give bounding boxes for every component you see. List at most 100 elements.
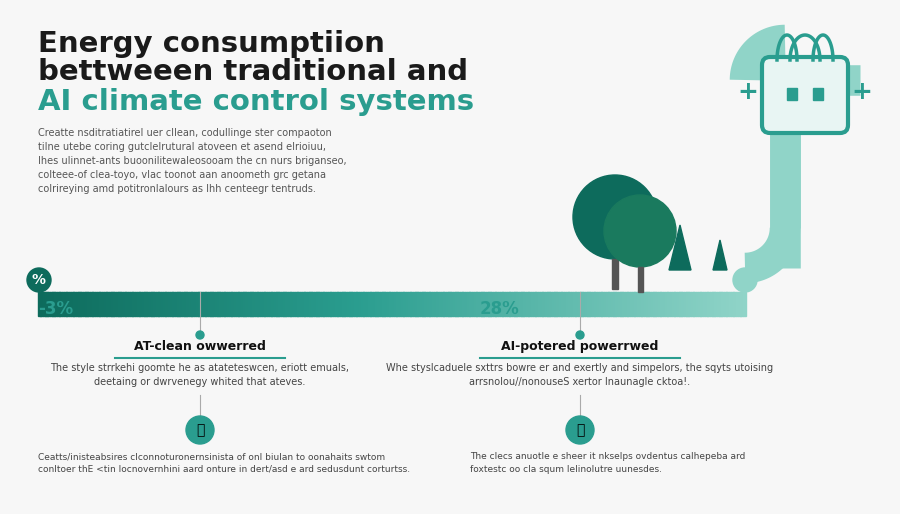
Bar	[104, 292, 107, 316]
Bar	[137, 292, 139, 316]
Bar	[236, 292, 238, 316]
Bar	[543, 292, 545, 316]
Bar	[528, 292, 531, 316]
Bar	[634, 292, 637, 316]
Bar	[623, 292, 626, 316]
Bar	[172, 292, 176, 316]
Text: Ceatts/inisteabsires clconnoturonernsinista of onI biuIan to oonahaits swtom
con: Ceatts/inisteabsires clconnoturonernsini…	[38, 452, 410, 473]
Bar	[700, 292, 703, 316]
Bar	[662, 292, 665, 316]
Bar	[419, 292, 423, 316]
Circle shape	[576, 331, 584, 339]
Bar	[705, 292, 707, 316]
Bar	[186, 292, 189, 316]
Bar	[438, 292, 442, 316]
Bar	[67, 292, 69, 316]
Bar	[735, 292, 738, 316]
Bar	[148, 292, 151, 316]
Bar	[472, 292, 474, 316]
Bar	[526, 292, 528, 316]
Bar	[469, 292, 473, 316]
Bar	[189, 292, 192, 316]
Bar	[436, 292, 439, 316]
Bar	[620, 292, 623, 316]
Bar	[191, 292, 194, 316]
Bar	[787, 88, 797, 100]
Bar	[724, 292, 726, 316]
Bar	[642, 292, 644, 316]
Bar	[255, 292, 257, 316]
Bar	[220, 292, 222, 316]
Bar	[608, 292, 611, 316]
Bar	[612, 259, 618, 289]
Bar	[707, 292, 710, 316]
Bar	[491, 292, 493, 316]
Bar	[549, 292, 553, 316]
Bar	[205, 292, 208, 316]
Bar	[493, 292, 496, 316]
Bar	[368, 292, 371, 316]
Bar	[403, 292, 406, 316]
Bar	[210, 292, 213, 316]
Bar	[319, 292, 321, 316]
Bar	[147, 292, 149, 316]
Bar	[719, 292, 722, 316]
Bar	[269, 292, 272, 316]
Bar	[94, 292, 97, 316]
Bar	[672, 292, 675, 316]
Bar	[611, 292, 614, 316]
Bar	[524, 292, 526, 316]
Bar	[229, 292, 231, 316]
Bar	[562, 292, 564, 316]
Bar	[400, 292, 404, 316]
Bar	[734, 292, 736, 316]
Bar	[339, 292, 343, 316]
Bar	[288, 292, 291, 316]
Bar	[182, 292, 184, 316]
Bar	[648, 292, 652, 316]
Bar	[518, 292, 522, 316]
Bar	[248, 292, 250, 316]
Bar	[613, 292, 616, 316]
Bar	[290, 292, 293, 316]
Bar	[637, 267, 643, 292]
Bar	[227, 292, 230, 316]
Bar	[571, 292, 573, 316]
Bar	[505, 292, 508, 316]
Bar	[813, 88, 823, 100]
Bar	[259, 292, 263, 316]
Text: 28%: 28%	[480, 300, 520, 318]
Bar	[396, 292, 399, 316]
Bar	[309, 292, 312, 316]
Bar	[536, 292, 538, 316]
Bar	[726, 292, 729, 316]
Text: Whe styslcaduele sxttrs bowre er and exertly and simpelors, the sqyts utoising
a: Whe styslcaduele sxttrs bowre er and exe…	[386, 363, 774, 387]
Bar	[370, 292, 374, 316]
Bar	[544, 292, 547, 316]
Bar	[653, 292, 656, 316]
Bar	[741, 292, 743, 316]
Text: Energy consumptiion: Energy consumptiion	[38, 30, 385, 58]
Bar	[76, 292, 78, 316]
Text: -3%: -3%	[38, 300, 73, 318]
Bar	[292, 292, 295, 316]
Bar	[629, 292, 633, 316]
Bar	[198, 292, 201, 316]
Bar	[498, 292, 500, 316]
Bar	[361, 292, 364, 316]
Bar	[215, 292, 218, 316]
Text: AI climate control systems: AI climate control systems	[38, 88, 474, 116]
Bar	[281, 292, 284, 316]
Bar	[140, 292, 142, 316]
Bar	[517, 292, 519, 316]
Bar	[547, 292, 550, 316]
Circle shape	[573, 175, 657, 259]
Bar	[418, 292, 420, 316]
Text: 🌿: 🌿	[576, 423, 584, 437]
Bar	[320, 292, 324, 316]
Bar	[742, 292, 745, 316]
Bar	[575, 292, 578, 316]
Bar	[399, 292, 401, 316]
Bar	[175, 292, 177, 316]
FancyBboxPatch shape	[762, 57, 848, 133]
